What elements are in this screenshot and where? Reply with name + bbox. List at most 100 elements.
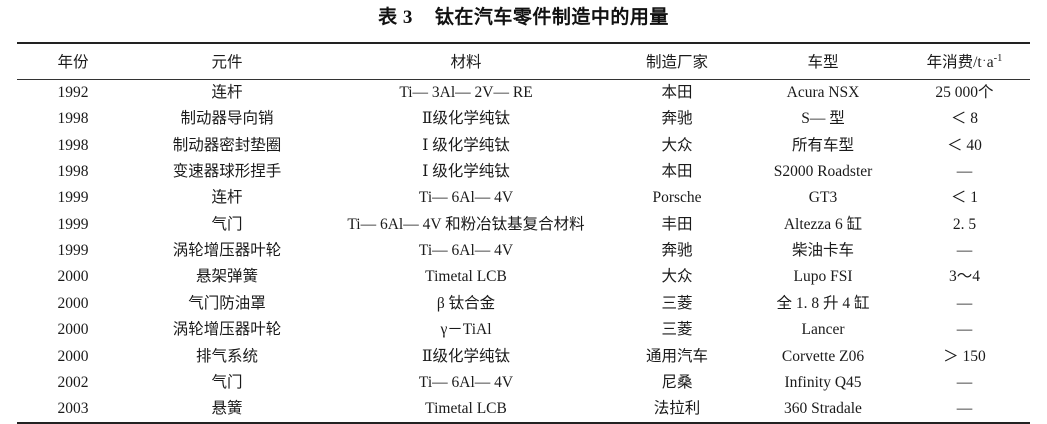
cell-model: Lupo FSI [793, 268, 853, 286]
cell-annual-usage: 3～4 [948, 268, 980, 286]
cell-manufacturer: 奔驰 [661, 110, 693, 128]
cell-annual-usage: — [956, 321, 973, 339]
unit-prefix: 年消费/t [926, 53, 982, 71]
cell-annual-usage: ＞ 150 [943, 347, 986, 365]
cell-material: Ⅱ级化学纯钛 [421, 347, 511, 365]
cell-annual-usage: — [956, 294, 973, 312]
cell-part: 悬架弹簧 [195, 268, 258, 286]
cell-year: 1998 [57, 136, 89, 154]
cell-year: 2000 [57, 321, 89, 339]
table-row: 1999 涡轮增压器叶轮 Ti— 6Al— 4V 奔驰 柴油卡车 — [17, 238, 1030, 264]
cell-manufacturer: 三菱 [661, 294, 693, 312]
cell-model: Infinity Q45 [784, 373, 862, 391]
table-row: 1998 制动器密封垫圈 Ⅰ 级化学纯钛 大众 所有车型 ＜ 40 [17, 132, 1030, 158]
cell-manufacturer: 丰田 [661, 215, 693, 233]
cell-manufacturer: 法拉利 [653, 400, 701, 418]
caption-number: 表 3 [378, 7, 413, 28]
cell-part: 变速器球形捏手 [172, 162, 282, 180]
cell-manufacturer: 大众 [661, 136, 693, 154]
cell-annual-usage: ＜ 40 [947, 136, 982, 154]
cell-part: 连杆 [211, 83, 243, 101]
cell-annual-usage: 2. 5 [952, 215, 977, 233]
cell-part: 制动器密封垫圈 [172, 136, 282, 154]
cell-year: 2000 [57, 268, 89, 286]
cell-material: Timetal LCB [425, 400, 507, 418]
cell-annual-usage: — [956, 400, 973, 418]
column-header-year: 年份 [57, 53, 89, 71]
cell-material: γ－TiAl [440, 321, 492, 339]
cell-material: Ti— 6Al— 4V [418, 242, 514, 260]
table-caption: 表 3 钛在汽车零件制造中的用量 [0, 0, 1047, 42]
cell-manufacturer: 三菱 [661, 321, 693, 339]
cell-material: Ⅰ 级化学纯钛 [422, 136, 510, 154]
unit-dot: · [982, 53, 987, 68]
cell-model: S2000 Roadster [773, 162, 873, 180]
column-header-annual-usage: 年消费/t·a-1 [899, 43, 1030, 80]
cell-model: Altezza 6 缸 [783, 215, 863, 233]
cell-year: 1998 [57, 110, 89, 128]
table-row: 1999 连杆 Ti— 6Al— 4V Porsche GT3 ＜ 1 [17, 185, 1030, 211]
cell-part: 气门 [211, 373, 243, 391]
cell-model: Acura NSX [786, 83, 860, 101]
cell-manufacturer: 本田 [661, 162, 693, 180]
cell-part: 涡轮增压器叶轮 [172, 242, 282, 260]
table-row: 1998 变速器球形捏手 Ⅰ 级化学纯钛 本田 S2000 Roadster — [17, 159, 1030, 185]
titanium-usage-table: 年份 元件 材料 制造厂家 车型 年消费/t·a-1 1992 连杆 Ti— 3Al… [17, 42, 1030, 424]
unit-exponent: -1 [993, 52, 1003, 64]
column-header-model: 车型 [807, 53, 839, 71]
cell-year: 2000 [57, 347, 89, 365]
table-row: 2002 气门 Ti— 6Al— 4V 尼桑 Infinity Q45 — [17, 370, 1030, 396]
cell-part: 连杆 [211, 189, 243, 207]
table-row: 2000 气门防油罩 β 钛合金 三菱 全 1. 8 升 4 缸 — [17, 291, 1030, 317]
cell-model: Lancer [801, 321, 845, 339]
table-body: 1992 连杆 Ti— 3Al— 2V— RE 本田 Acura NSX 25 000个 1… [17, 79, 1030, 424]
cell-part: 排气系统 [195, 347, 258, 365]
cell-annual-usage: — [956, 373, 973, 391]
table-row: 2000 悬架弹簧 Timetal LCB 大众 Lupo FSI 3～4 [17, 264, 1030, 290]
table-row: 1998 制动器导向销 Ⅱ级化学纯钛 奔驰 S— 型 ＜ 8 [17, 106, 1030, 132]
caption-title: 钛在汽车零件制造中的用量 [434, 7, 669, 28]
cell-part: 气门防油罩 [188, 294, 266, 312]
cell-year: 2003 [57, 400, 89, 418]
cell-manufacturer: 奔驰 [661, 242, 693, 260]
column-header-part: 元件 [211, 53, 243, 71]
cell-annual-usage: — [956, 162, 973, 180]
cell-part: 涡轮增压器叶轮 [172, 321, 282, 339]
cell-material: Timetal LCB [425, 268, 507, 286]
cell-material: Ti— 3Al— 2V— RE [399, 83, 533, 101]
cell-year: 1999 [57, 215, 89, 233]
table-row: 2003 悬簧 Timetal LCB 法拉利 360 Stradale — [17, 396, 1030, 424]
cell-year: 2000 [57, 294, 89, 312]
cell-model: 所有车型 [791, 136, 854, 154]
cell-part: 气门 [211, 215, 243, 233]
cell-part: 制动器导向销 [180, 110, 274, 128]
cell-manufacturer: Porsche [652, 189, 702, 207]
cell-manufacturer: 尼桑 [661, 373, 693, 391]
cell-manufacturer: 大众 [661, 268, 693, 286]
cell-model: 全 1. 8 升 4 缸 [776, 294, 870, 312]
cell-material: β 钛合金 [436, 294, 496, 312]
cell-annual-usage: ＜ 8 [950, 110, 979, 128]
cell-manufacturer: 通用汽车 [645, 347, 708, 365]
cell-material: Ⅰ 级化学纯钛 [422, 162, 510, 180]
table-row: 1992 连杆 Ti— 3Al— 2V— RE 本田 Acura NSX 25 000个 [17, 79, 1030, 106]
table-row: 2000 排气系统 Ⅱ级化学纯钛 通用汽车 Corvette Z06 ＞ 150 [17, 343, 1030, 369]
cell-material: Ti— 6Al— 4V [418, 189, 514, 207]
cell-model: 柴油卡车 [791, 242, 854, 260]
cell-annual-usage: ＜ 1 [950, 189, 979, 207]
cell-model: 360 Stradale [784, 400, 862, 418]
cell-year: 1998 [57, 162, 89, 180]
cell-year: 1992 [57, 83, 89, 101]
cell-annual-usage: 25 000个 [935, 83, 994, 101]
cell-model: S— 型 [801, 110, 845, 128]
table-row: 2000 涡轮增压器叶轮 γ－TiAl 三菱 Lancer — [17, 317, 1030, 343]
cell-year: 2002 [57, 373, 89, 391]
cell-model: Corvette Z06 [781, 347, 865, 365]
cell-manufacturer: 本田 [661, 83, 693, 101]
column-header-manufacturer: 制造厂家 [645, 53, 708, 71]
cell-annual-usage: — [956, 242, 973, 260]
cell-year: 1999 [57, 189, 89, 207]
column-header-material: 材料 [450, 53, 482, 71]
cell-material: Ti— 6Al— 4V [418, 373, 514, 391]
header-row: 年份 元件 材料 制造厂家 车型 年消费/t·a-1 [17, 42, 1030, 80]
